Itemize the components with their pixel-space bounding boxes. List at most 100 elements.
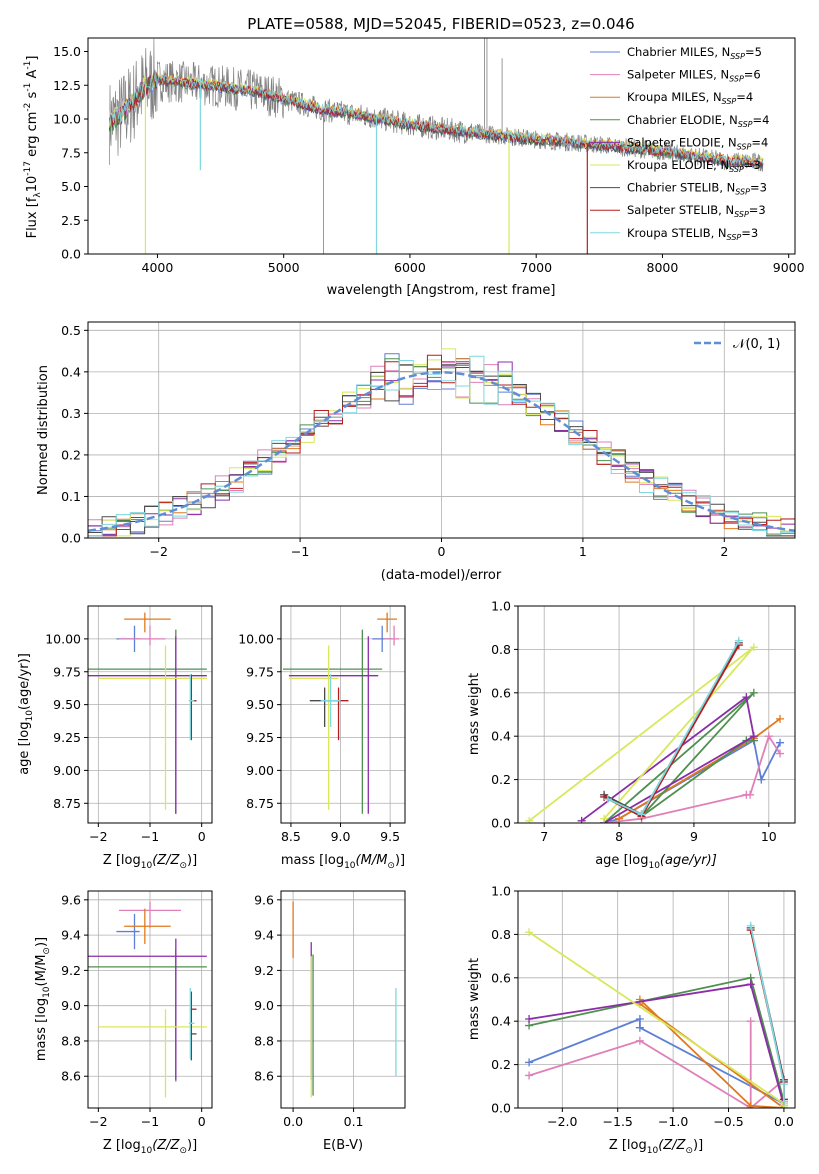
y-tick-label: 7.5 <box>61 145 81 160</box>
weight-vs-age-y-axis-label: mass weight <box>467 673 482 755</box>
x-tick-label: −2 <box>89 1114 107 1129</box>
legend-label-sub: SSP <box>729 75 744 84</box>
legend-label-sub: SSP <box>735 188 750 197</box>
x-axis-label-text: age [log <box>595 853 648 868</box>
y-tick-label: 9.50 <box>53 697 81 712</box>
legend-label: Salpeter MILES, N <box>627 68 729 82</box>
y-tick-label: 0.6 <box>491 970 511 985</box>
x-tick-label: −1 <box>141 829 159 844</box>
age-vs-z-plot-area <box>88 612 207 814</box>
age-vs-mass-frame <box>280 605 406 824</box>
errorbar-point-salpeter-elodie <box>288 636 379 814</box>
y-axis-label-sub: ⊙ <box>42 947 52 955</box>
errorbar-point-chabrier-elodie <box>88 949 207 1082</box>
age-vs-z-x-axis-label: Z [log10(Z/Z⊙)] <box>103 853 197 871</box>
x-tick-label: 9 <box>690 829 698 844</box>
y-axis-label-text: ] <box>25 56 40 61</box>
errorbar-point-kroupa-elodie <box>288 645 339 810</box>
x-axis-label-text: )] <box>395 853 405 868</box>
weight-marker-chabrier-miles <box>525 1058 534 1067</box>
legend-label-sub: SSP <box>729 165 744 174</box>
y-tick-label: 8.75 <box>246 796 274 811</box>
legend-entry: Salpeter ELODIE, NSSP=4 <box>627 135 768 151</box>
errorbar-point-kroupa-elodie <box>98 1009 207 1098</box>
errorbar-point-kroupa-stelib <box>320 674 341 727</box>
y-axis-label-text: Flux [f <box>25 197 40 238</box>
spectrum-plot-area <box>109 38 764 254</box>
legend-label-sub: SSP <box>722 97 737 106</box>
x-axis-label-sub: ⊙ <box>387 861 395 871</box>
x-tick-label: 10 <box>761 829 777 844</box>
y-tick-label: 1.0 <box>491 884 511 899</box>
x-tick-label: 0.0 <box>283 1114 303 1129</box>
weight-marker-salpeter-miles <box>746 790 755 799</box>
x-tick-label: 4000 <box>142 260 174 275</box>
mass-vs-ebv-x-axis-label: E(B-V) <box>323 1138 363 1153</box>
weight-marker-kroupa-miles <box>746 1101 755 1108</box>
x-axis-label-sub: ⊙ <box>179 1146 187 1156</box>
x-tick-label: 9000 <box>773 260 805 275</box>
weight-line-salpeter-miles <box>528 1021 785 1108</box>
x-axis-label-text: Z [log <box>103 853 141 868</box>
y-tick-label: 8.8 <box>254 1033 274 1048</box>
y-tick-label: 0.4 <box>491 1014 511 1029</box>
legend-entry: Kroupa STELIB, NSSP=3 <box>627 226 758 242</box>
errorbar-point-kroupa-stelib <box>188 988 195 1059</box>
y-tick-label: 10.0 <box>53 112 81 127</box>
y-axis-label-sub: λ <box>33 192 43 198</box>
weight-marker-salpeter-miles <box>776 749 785 758</box>
y-tick-label: 0.0 <box>61 531 81 546</box>
errorbar-point-salpeter-miles <box>119 901 181 929</box>
weight-marker-kroupa-stelib <box>637 810 646 819</box>
x-tick-label: 7000 <box>520 260 552 275</box>
x-tick-label: 8000 <box>647 260 679 275</box>
weight-line-salpeter-elodie <box>581 695 755 823</box>
weight-marker-chabrier-miles <box>757 775 766 784</box>
x-tick-label: 0 <box>438 544 446 559</box>
x-axis-label-text: (M/M <box>356 853 388 868</box>
y-tick-label: 1.0 <box>491 599 511 614</box>
y-axis-label-text: s <box>25 91 40 102</box>
histogram-legend: 𝒩(0, 1) <box>694 337 780 352</box>
histogram-y-axis-label: Normed distribution <box>36 365 51 495</box>
weight-marker-kroupa-stelib <box>779 1080 788 1089</box>
y-axis-label-text: age [log <box>17 722 32 775</box>
x-axis-label-text: )] <box>187 1138 197 1153</box>
y-tick-label: 0.3 <box>61 406 81 421</box>
weight-line-kroupa-stelib <box>607 640 740 816</box>
errorbar-point-chabrier-miles <box>116 913 140 950</box>
x-axis-label-text: )] <box>693 1138 703 1153</box>
x-axis-label-sub: 10 <box>141 1146 153 1156</box>
age-vs-z-frame <box>87 605 213 824</box>
weight-marker-salpeter-elodie <box>577 816 586 823</box>
y-tick-label: 0.8 <box>491 642 511 657</box>
weight-marker-kroupa-miles <box>615 814 624 823</box>
y-tick-label: 8.6 <box>254 1069 274 1084</box>
mass-vs-z-frame <box>87 890 213 1109</box>
legend-entry: Salpeter STELIB, NSSP=3 <box>627 203 766 219</box>
errorbar-point-salpeter-miles <box>384 625 400 646</box>
y-tick-label: 9.75 <box>246 664 274 679</box>
normal-distribution-curve <box>88 371 795 532</box>
y-tick-label: 5.0 <box>61 179 81 194</box>
weight-marker-chabrier-elodie <box>749 688 758 697</box>
x-tick-label: −2 <box>89 829 107 844</box>
spectrum-x-axis-label: wavelength [Angstrom, rest frame] <box>327 283 556 298</box>
weight-marker-kroupa-stelib <box>746 921 755 930</box>
x-tick-label: −0.5 <box>713 1114 743 1129</box>
y-tick-label: 0.2 <box>491 772 511 787</box>
x-axis-label-text: Z [log <box>103 1138 141 1153</box>
y-axis-label-sub: 10 <box>42 986 52 998</box>
mass-vs-ebv-axes: 0.0 0.1 8.6 8.8 9.0 9.2 9.4 9.6 <box>254 891 405 1129</box>
legend-label: =3 <box>750 181 767 195</box>
errorbar-point-salpeter-elodie <box>88 938 207 1080</box>
histogram-axes: −2 −1 0 1 2 0.0 0.1 0.2 0.3 0.4 0.5 <box>61 322 795 559</box>
legend-label: Salpeter ELODIE, N <box>627 135 737 149</box>
legend-label: Kroupa STELIB, N <box>627 226 727 240</box>
y-tick-label: 9.25 <box>53 730 81 745</box>
y-tick-label: 12.5 <box>53 78 81 93</box>
weight-marker-salpeter-elodie <box>746 980 755 989</box>
legend-label: Kroupa MILES, N <box>627 90 722 104</box>
age-vs-mass-plot-area <box>282 612 400 814</box>
y-tick-label: 0.4 <box>61 364 81 379</box>
